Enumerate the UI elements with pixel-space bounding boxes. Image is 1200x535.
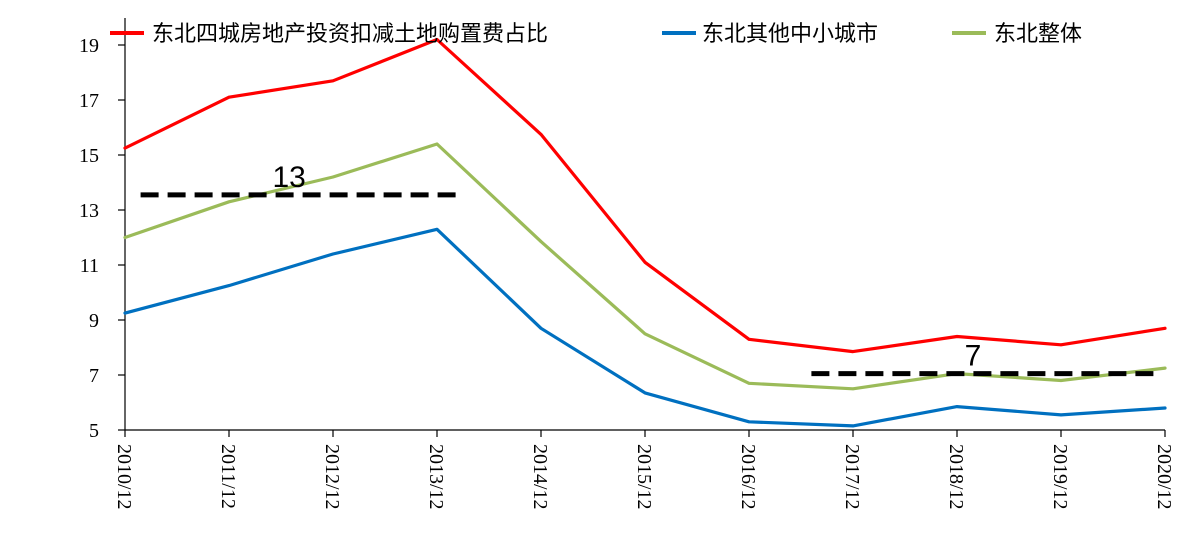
y-tick-label: 17	[79, 90, 99, 112]
data-point	[643, 332, 647, 336]
y-tick-label: 7	[89, 365, 99, 387]
data-point	[1163, 406, 1167, 410]
data-point	[851, 387, 855, 391]
x-tick-label: 2011/12	[217, 444, 239, 509]
data-point	[123, 146, 127, 150]
x-tick-label: 2017/12	[841, 444, 863, 510]
data-point	[539, 132, 543, 136]
data-point	[643, 260, 647, 264]
x-tick-label: 2020/12	[1153, 444, 1175, 510]
data-point	[1059, 413, 1063, 417]
x-tick-label: 2018/12	[945, 444, 967, 510]
reference-label-0: 13	[273, 161, 306, 194]
data-point	[435, 38, 439, 41]
data-point	[851, 424, 855, 428]
data-point	[851, 350, 855, 354]
x-tick-label: 2014/12	[529, 444, 551, 510]
data-point	[227, 95, 231, 99]
y-tick-label: 5	[89, 420, 99, 442]
data-point	[331, 79, 335, 83]
data-point	[539, 326, 543, 330]
x-tick-label: 2016/12	[737, 444, 759, 510]
y-tick-label: 19	[79, 35, 99, 57]
series-line-1	[123, 227, 1167, 428]
data-point	[539, 240, 543, 244]
data-point	[1059, 379, 1063, 382]
data-point	[227, 284, 231, 288]
x-tick-label: 2019/12	[1049, 444, 1071, 510]
y-tick-label: 9	[89, 310, 99, 332]
x-tick-label: 2013/12	[425, 444, 447, 510]
data-point	[747, 420, 751, 424]
x-tick-label: 2015/12	[633, 444, 655, 510]
data-point	[747, 337, 751, 341]
y-tick-label: 15	[79, 145, 99, 167]
data-point	[643, 391, 647, 395]
data-point	[1163, 326, 1167, 330]
legend-label-2: 东北整体	[994, 22, 1082, 47]
data-point	[955, 405, 959, 409]
y-tick-label: 11	[80, 255, 99, 277]
data-point	[435, 142, 439, 146]
x-tick-label: 2012/12	[321, 444, 343, 510]
data-point	[955, 335, 959, 338]
data-point	[1059, 343, 1063, 347]
data-point	[1163, 366, 1167, 370]
data-point	[123, 311, 127, 315]
legend-label-1: 东北其他中小城市	[702, 22, 878, 47]
x-tick-label: 2010/12	[113, 444, 135, 510]
legend-label-0: 东北四城房地产投资扣减土地购置费占比	[152, 22, 548, 47]
data-point	[331, 175, 335, 179]
data-point	[747, 381, 751, 385]
y-tick-label: 13	[79, 200, 99, 222]
data-point	[123, 236, 127, 239]
data-point	[331, 252, 335, 256]
data-point	[435, 227, 439, 231]
reference-label-1: 7	[965, 340, 982, 373]
data-point	[227, 200, 231, 204]
